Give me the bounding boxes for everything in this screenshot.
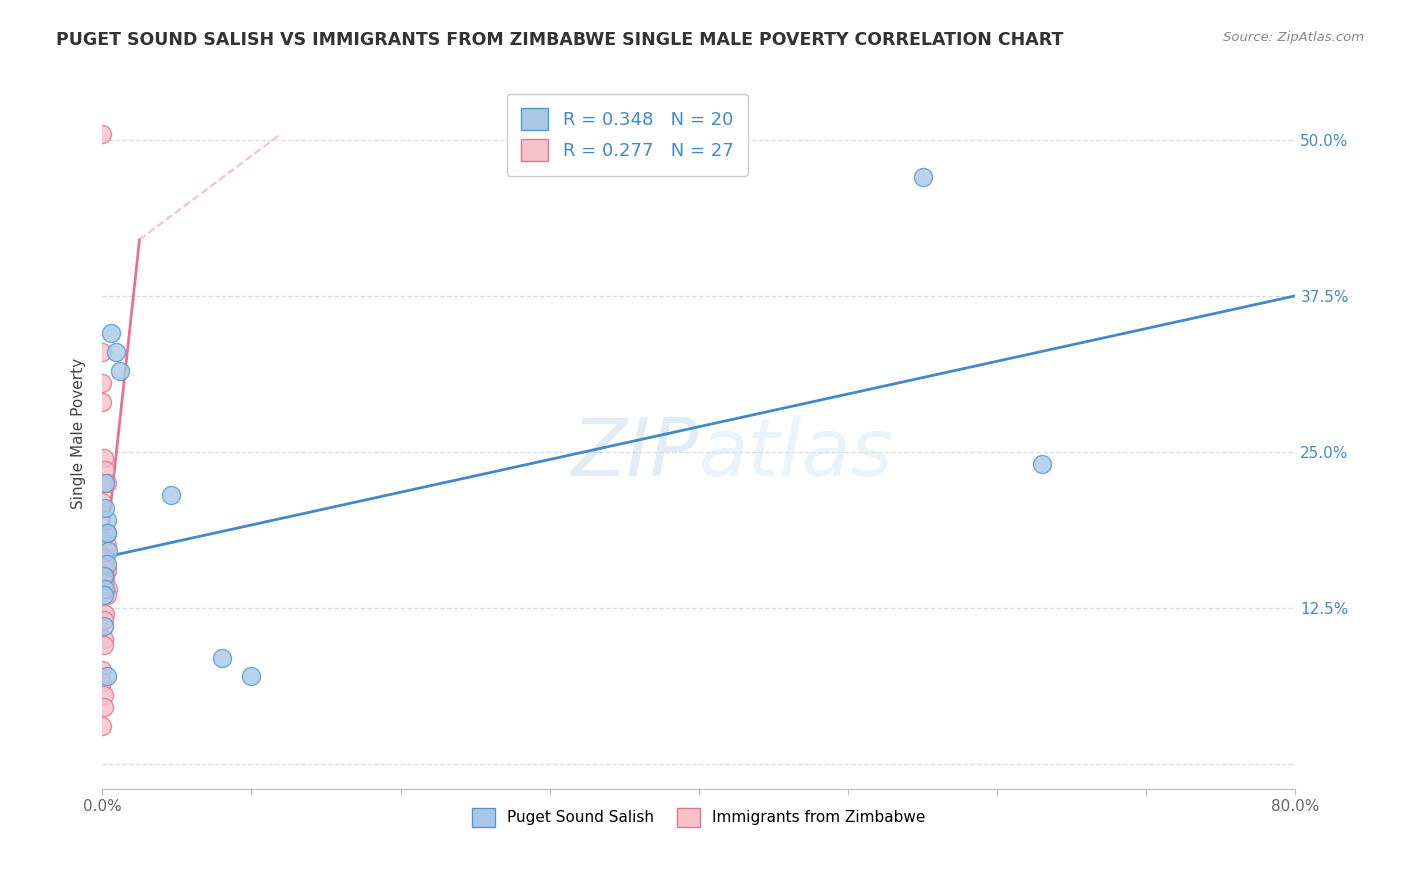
Point bbox=[1031, 457, 1053, 471]
Point bbox=[94, 582, 117, 596]
Point bbox=[97, 544, 120, 558]
Point bbox=[104, 345, 127, 359]
Point bbox=[91, 376, 114, 390]
Point bbox=[91, 475, 114, 490]
Text: ZIP: ZIP bbox=[571, 416, 699, 493]
Point bbox=[96, 669, 118, 683]
Text: PUGET SOUND SALISH VS IMMIGRANTS FROM ZIMBABWE SINGLE MALE POVERTY CORRELATION C: PUGET SOUND SALISH VS IMMIGRANTS FROM ZI… bbox=[56, 31, 1063, 49]
Point bbox=[93, 613, 115, 627]
Point bbox=[93, 638, 115, 652]
Point bbox=[94, 500, 117, 515]
Point bbox=[96, 525, 118, 540]
Point bbox=[93, 450, 115, 465]
Point bbox=[96, 563, 118, 577]
Point bbox=[91, 345, 114, 359]
Point bbox=[108, 363, 131, 377]
Point bbox=[91, 494, 114, 508]
Point bbox=[91, 675, 114, 690]
Point bbox=[93, 550, 115, 565]
Point bbox=[94, 607, 117, 621]
Point bbox=[211, 650, 233, 665]
Point bbox=[91, 532, 114, 546]
Point bbox=[91, 127, 114, 141]
Point bbox=[96, 475, 118, 490]
Point bbox=[93, 632, 115, 646]
Point bbox=[159, 488, 181, 502]
Point bbox=[93, 619, 115, 633]
Point bbox=[93, 700, 115, 714]
Point bbox=[94, 575, 117, 590]
Point bbox=[94, 475, 117, 490]
Point bbox=[96, 525, 118, 540]
Point bbox=[96, 513, 118, 527]
Point bbox=[911, 170, 934, 185]
Point bbox=[94, 569, 117, 583]
Point bbox=[240, 669, 263, 683]
Text: Source: ZipAtlas.com: Source: ZipAtlas.com bbox=[1223, 31, 1364, 45]
Legend: Puget Sound Salish, Immigrants from Zimbabwe: Puget Sound Salish, Immigrants from Zimb… bbox=[464, 800, 934, 834]
Point bbox=[93, 569, 115, 583]
Point bbox=[96, 588, 118, 602]
Text: atlas: atlas bbox=[699, 416, 894, 493]
Point bbox=[97, 582, 120, 596]
Point bbox=[91, 719, 114, 733]
Point bbox=[100, 326, 122, 341]
Point bbox=[96, 557, 118, 571]
Point bbox=[91, 394, 114, 409]
Point bbox=[93, 588, 115, 602]
Point bbox=[94, 557, 117, 571]
Point bbox=[91, 663, 114, 677]
Y-axis label: Single Male Poverty: Single Male Poverty bbox=[72, 358, 86, 508]
Point bbox=[96, 538, 118, 552]
Point bbox=[93, 688, 115, 702]
Point bbox=[94, 463, 117, 477]
